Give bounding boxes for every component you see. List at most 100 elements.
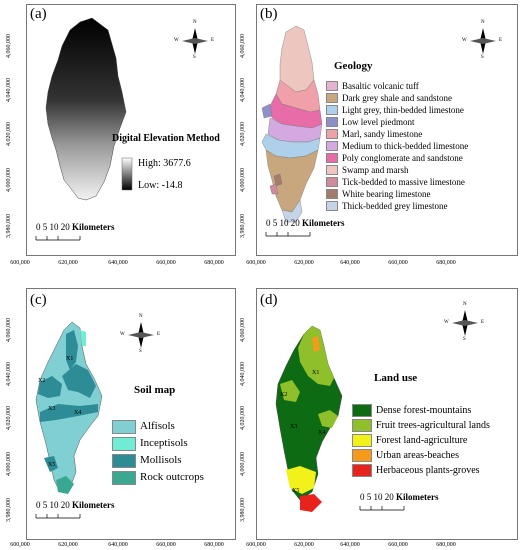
- geology-legend-item: Dark grey shale and sandstone: [326, 92, 468, 104]
- geology-legend-item: Marl, sandy limestone: [326, 128, 468, 140]
- ytick-d-0: 4,060,000: [240, 318, 246, 342]
- panel-c-label: (c): [30, 292, 47, 308]
- compass-n: N: [193, 20, 197, 25]
- legend-swatch: [112, 453, 136, 468]
- zone-label-x5: X5: [292, 488, 300, 494]
- scale-bar-b: 0 5 10 20 Kilometers: [266, 218, 344, 228]
- legend-swatch: [326, 141, 338, 151]
- scale-bar-a: 0 5 10 20 Kilometers: [36, 222, 114, 232]
- legend-swatch: [112, 436, 136, 451]
- soil-legend-item: Rock outcrops: [112, 469, 204, 486]
- legend-swatch: [112, 470, 136, 485]
- xtick-c-3: 660,000: [156, 542, 176, 548]
- xtick-c-2: 640,000: [108, 542, 128, 548]
- compass-w: W: [120, 332, 125, 337]
- compass-e: E: [481, 320, 485, 325]
- legend-swatch: [326, 177, 338, 187]
- legend-label: White bearing limestone: [342, 189, 431, 199]
- scale-bar-d: 0 5 10 20 Kilometers: [360, 492, 438, 502]
- legend-label: Mollisols: [140, 454, 182, 466]
- compass-rose-b: N S W E: [462, 20, 502, 60]
- legend-label: Basaltic volcanic tuff: [342, 81, 419, 91]
- zone-label-x3: X3: [48, 406, 56, 412]
- xtick-a-2: 640,000: [108, 260, 128, 266]
- geology-legend-item: Thick-bedded grey limestone: [326, 200, 468, 212]
- legend-label: Urban areas-beaches: [376, 450, 460, 461]
- compass-n: N: [463, 302, 467, 307]
- xtick-b-3: 660,000: [388, 260, 408, 266]
- landuse-legend-item: Forest land-agriculture: [352, 433, 490, 448]
- compass-s: S: [481, 55, 484, 60]
- legend-label: Low level piedmont: [342, 117, 415, 127]
- legend-swatch: [326, 105, 338, 115]
- compass-e: E: [157, 332, 161, 337]
- geology-legend-item: Medium to thick-bedded limestone: [326, 140, 468, 152]
- panel-b-label: (b): [260, 6, 278, 22]
- compass-w: W: [174, 38, 179, 43]
- scale-nums-a: 0 5 10 20: [36, 222, 70, 232]
- landuse-legend-item: Fruit trees-agricultural lands: [352, 418, 490, 433]
- zone-label-x1: X1: [312, 370, 320, 376]
- legend-label: Thick-bedded grey limestone: [342, 201, 448, 211]
- compass-s: S: [463, 337, 466, 342]
- xtick-d-1: 620,000: [294, 542, 314, 548]
- legend-swatch: [326, 129, 338, 139]
- legend-label: Medium to thick-bedded limestone: [342, 141, 469, 151]
- panel-d-label: (d): [260, 292, 278, 308]
- xtick-d-3: 660,000: [388, 542, 408, 548]
- scale-nums-b: 0 5 10 20: [266, 218, 300, 228]
- panel-c-title: Soil map: [134, 384, 176, 396]
- xtick-b-4: 680,000: [436, 260, 456, 266]
- ytick-d-4: 3,980,000: [240, 498, 246, 522]
- soil-legend-item: Inceptisols: [112, 435, 204, 452]
- zone-label-x3: X3: [290, 424, 298, 430]
- legend-label: Swamp and marsh: [342, 165, 409, 175]
- legend-label: Dense forest-mountains: [376, 405, 472, 416]
- north-arrow-icon: [452, 310, 478, 336]
- xtick-d-4: 680,000: [436, 542, 456, 548]
- legend-swatch: [352, 404, 372, 417]
- geology-legend-item: Tick-bedded to massive limestone: [326, 176, 468, 188]
- legend-label: Fruit trees-agricultural lands: [376, 420, 490, 431]
- legend-label: Rock outcrops: [140, 471, 204, 483]
- compass-rose-c: N S W E: [120, 314, 161, 354]
- zone-label-x2: X2: [38, 378, 46, 384]
- legend-swatch: [326, 81, 338, 91]
- legend-label: Marl, sandy limestone: [342, 129, 423, 139]
- geology-legend-item: Swamp and marsh: [326, 164, 468, 176]
- xtick-a-0: 600,000: [10, 260, 30, 266]
- legend-swatch: [352, 449, 372, 462]
- dem-watershed-shape: [45, 17, 127, 201]
- panel-a-title: Digital Elevation Method: [112, 133, 220, 144]
- north-arrow-icon: [470, 28, 496, 54]
- legend-label: Inceptisols: [140, 437, 188, 449]
- legend-swatch: [326, 189, 338, 199]
- xtick-b-0: 600,000: [246, 260, 266, 266]
- dem-low-label: Low: -14.8: [138, 180, 183, 191]
- zone-label-x4: X4: [318, 430, 326, 436]
- scale-unit-d: Kilometers: [396, 492, 439, 502]
- zone-label-x5: X5: [48, 462, 56, 468]
- compass-rose-d: N S W E: [444, 302, 485, 342]
- geology-legend: Basaltic volcanic tuff Dark grey shale a…: [326, 80, 468, 212]
- compass-n: N: [139, 314, 143, 319]
- xtick-d-2: 640,000: [340, 542, 360, 548]
- landuse-legend-item: Dense forest-mountains: [352, 403, 490, 418]
- compass-w: W: [444, 320, 449, 325]
- geology-legend-item: White bearing limestone: [326, 188, 468, 200]
- geology-legend-item: Basaltic volcanic tuff: [326, 80, 468, 92]
- xtick-c-0: 600,000: [10, 542, 30, 548]
- north-arrow-icon: [182, 28, 208, 54]
- legend-swatch: [326, 93, 338, 103]
- ytick-d-1: 4,040,000: [240, 362, 246, 386]
- xtick-a-3: 660,000: [156, 260, 176, 266]
- geology-legend-item: Light grey, thin-bedded limestone: [326, 104, 468, 116]
